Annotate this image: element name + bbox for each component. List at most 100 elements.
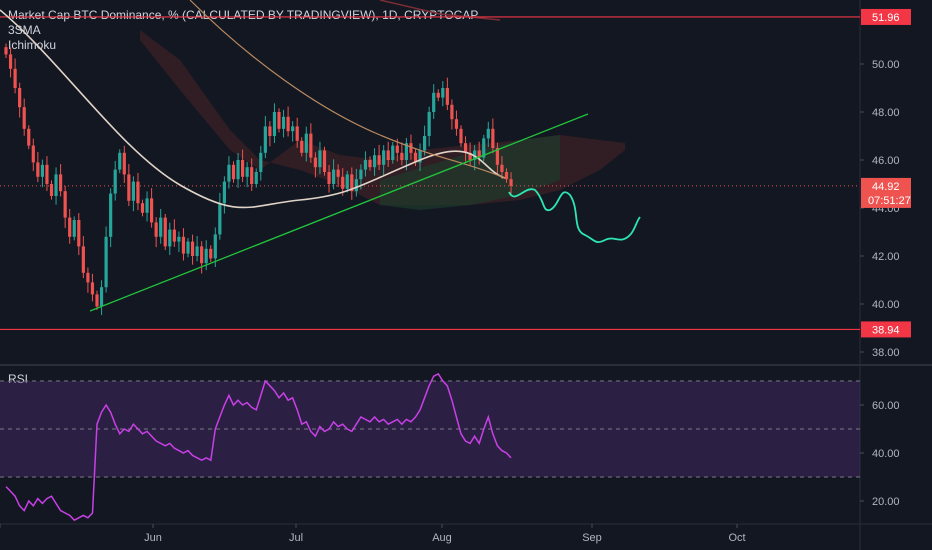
candle-body (459, 128, 463, 144)
candle-body (154, 222, 158, 237)
candle-body (291, 126, 295, 132)
candle-body (204, 248, 208, 264)
level-price-tag-label: 51.96 (872, 12, 900, 24)
candle-body (454, 119, 459, 129)
time-tick-label: Jul (289, 532, 303, 544)
candle-body (159, 217, 163, 237)
candle-body (222, 181, 226, 204)
candle-body (22, 107, 26, 129)
candle-body (404, 143, 408, 160)
candle-body (450, 104, 454, 120)
rsi-tick-label: 20.00 (872, 496, 900, 508)
indicator-ichimoku-label[interactable]: Ichimoku (8, 38, 57, 52)
rsi-tick-label: 60.00 (872, 400, 900, 412)
candle-body (195, 246, 199, 256)
candle-body (277, 112, 281, 129)
level-price-tag-label: 38.94 (872, 324, 900, 336)
candle-body (500, 164, 504, 172)
candle-body (45, 164, 49, 184)
candle-body (504, 172, 509, 180)
candle-body (209, 248, 213, 259)
candle-body (423, 136, 427, 151)
candle-body (190, 241, 195, 256)
ichimoku-cloud-bull (380, 135, 560, 210)
candle-body (372, 155, 377, 168)
candle-body (304, 133, 308, 153)
candle-body (49, 184, 54, 196)
candle-body (168, 229, 172, 247)
rsi-pane-label[interactable]: RSI (8, 372, 29, 386)
candle-body (86, 272, 90, 283)
time-tick-label: Sep (582, 532, 602, 544)
candle-body (336, 169, 340, 177)
chart-legend: Market Cap BTC Dominance, % (CALCULATED … (8, 8, 478, 53)
candle-body (59, 174, 63, 192)
candle-body (486, 128, 490, 139)
indicator-3sma-label[interactable]: 3SMA (8, 23, 41, 37)
candle-body (122, 152, 126, 175)
time-tick-label: Oct (728, 532, 745, 544)
candle-body (313, 157, 317, 168)
candle-body (509, 179, 513, 186)
candle-body (241, 160, 245, 177)
candle-body (445, 88, 449, 105)
candle-body (213, 234, 217, 259)
candle-body (90, 282, 95, 295)
candle-body (495, 148, 499, 165)
candle-body (254, 172, 258, 184)
candle-body (118, 152, 122, 170)
price-tick-label: 50.00 (872, 59, 900, 71)
candle-body (295, 126, 299, 141)
candle-body (68, 217, 72, 237)
candle-body (172, 229, 176, 242)
candle-body (250, 167, 254, 184)
chart-title: Market Cap BTC Dominance, % (CALCULATED … (8, 8, 479, 22)
candle-body (441, 88, 445, 98)
level-price-tag (861, 8, 911, 25)
support-trendline (89, 113, 589, 312)
candle-body (113, 169, 117, 194)
candle-body (309, 133, 313, 158)
candle-body (140, 203, 145, 213)
candle-body (468, 152, 472, 160)
candle-body (54, 174, 58, 196)
candle-body (427, 112, 431, 136)
candle-body (27, 128, 31, 146)
price-tick-label: 42.00 (872, 251, 900, 263)
level-price-tag (861, 321, 911, 338)
ichimoku-span-top (379, 0, 501, 21)
candle-body (400, 152, 404, 160)
candle-body (177, 236, 181, 242)
candle-body (163, 217, 167, 247)
candle-body (382, 150, 386, 165)
candle-body (409, 143, 413, 153)
candle-body (463, 143, 468, 153)
price-tick-label: 40.00 (872, 299, 900, 311)
rsi-line (5, 372, 512, 522)
candle-body (4, 47, 8, 55)
candle-body (345, 174, 349, 189)
candle-body (236, 160, 240, 180)
candle-body (359, 169, 363, 180)
candle-body (18, 88, 22, 108)
candle-body (263, 126, 267, 153)
candle-body (136, 181, 140, 204)
candle-body (259, 152, 263, 172)
rsi-band-fill (0, 381, 860, 477)
last-price-tag-label: 44.92 (872, 181, 900, 193)
last-price-tag (861, 177, 911, 208)
candle-body (13, 68, 17, 88)
forecast-projection-line (508, 188, 641, 243)
candle-body (363, 160, 368, 170)
candle-body (99, 287, 104, 307)
candle-body (350, 174, 354, 192)
candle-body (391, 145, 395, 160)
price-tick-label: 38.00 (872, 347, 900, 359)
candle-body (131, 181, 135, 201)
candle-body (8, 54, 13, 69)
candle-body (245, 167, 249, 177)
candle-body (354, 179, 358, 192)
candle-body (491, 128, 495, 148)
candle-body (268, 126, 272, 136)
